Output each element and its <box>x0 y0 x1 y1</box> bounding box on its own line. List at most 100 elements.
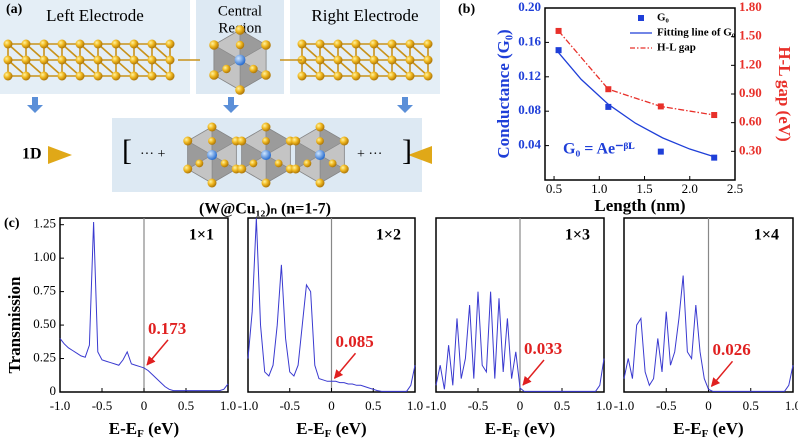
atom <box>183 136 193 146</box>
center-atom <box>206 149 218 161</box>
annotation: 0.173 <box>148 319 186 338</box>
panel-label: (c) <box>4 216 20 231</box>
x-tick-label: 0 <box>705 398 712 413</box>
atom <box>93 55 103 65</box>
central-label: Central <box>218 3 262 19</box>
ellipsis: + ··· <box>357 147 382 162</box>
x-tick-label: 0.5 <box>554 398 570 413</box>
atom <box>129 55 139 65</box>
atom <box>333 71 343 81</box>
atom <box>222 64 231 74</box>
transmission-line <box>435 291 605 392</box>
atom <box>261 122 271 132</box>
x-label-sub: F <box>513 428 520 440</box>
y-tick-label: 0.25 <box>33 350 56 365</box>
annotation-arrow <box>333 352 357 379</box>
atom <box>423 55 433 65</box>
x-tick-label: 1.0 <box>591 181 607 196</box>
lead-triangle <box>48 146 72 164</box>
atom <box>75 71 85 81</box>
x-label-main: E-E <box>296 419 324 438</box>
atom <box>274 159 283 168</box>
x-label-sub: F <box>702 428 709 440</box>
atom <box>57 71 67 81</box>
atom <box>93 71 103 81</box>
annotation-arrow <box>522 359 545 386</box>
atom <box>208 137 216 145</box>
atom <box>75 39 85 49</box>
atom <box>3 71 13 81</box>
series-line <box>558 52 715 158</box>
atom <box>235 40 245 50</box>
atom <box>405 71 415 81</box>
atom <box>339 136 349 146</box>
atom <box>195 159 204 168</box>
atom <box>315 122 325 132</box>
panel-subtitle: 1×1 <box>189 227 214 244</box>
x-tick-label: 1.0 <box>407 398 423 413</box>
atom <box>387 55 397 65</box>
x-tick-label: -0.5 <box>92 398 113 413</box>
x-tick-label: 0.5 <box>365 398 381 413</box>
marker <box>711 112 718 119</box>
atom <box>249 64 258 74</box>
atom <box>369 71 379 81</box>
y-tick-label: 0.50 <box>33 316 56 331</box>
bracket: [ <box>122 134 132 167</box>
y-axis-label: Conductance (G₀) <box>494 29 513 158</box>
x-tick-label: 0.5 <box>178 398 194 413</box>
atom <box>235 85 245 95</box>
x-tick-label: -0.5 <box>468 398 489 413</box>
x-tick-label: -1.0 <box>614 398 635 413</box>
annotation: 0.033 <box>524 339 562 358</box>
y2-tick-label: 1.20 <box>739 56 762 71</box>
center-atom <box>234 54 246 66</box>
atom <box>21 39 31 49</box>
atom <box>207 122 217 132</box>
atom <box>21 71 31 81</box>
atom <box>207 178 217 188</box>
atom <box>21 55 31 65</box>
x-tick-label: 0.5 <box>546 181 562 196</box>
bracket: ] <box>402 134 412 167</box>
x-tick-label: 0 <box>328 398 335 413</box>
x-tick-label: -1.0 <box>50 398 71 413</box>
right-electrode-bg <box>290 0 440 94</box>
atom <box>237 164 247 174</box>
y2-tick-label: 0.30 <box>739 142 762 157</box>
x-tick-label: 0 <box>141 398 148 413</box>
atom <box>147 55 157 65</box>
y2-axis-label: H-L gap (eV) <box>775 46 794 141</box>
y2-tick-label: 0.60 <box>739 114 762 129</box>
y-tick-label: 0.04 <box>518 137 541 152</box>
atom <box>405 55 415 65</box>
atom <box>315 71 325 81</box>
atom <box>249 159 258 168</box>
x-tick-label: 1.0 <box>785 398 798 413</box>
x-tick-label: 1.0 <box>596 398 612 413</box>
legend-marker <box>638 15 644 21</box>
atom <box>39 39 49 49</box>
x-axis-label: Length (nm) <box>594 196 685 215</box>
legend-label: G₀ <box>657 12 670 24</box>
atom <box>303 159 312 168</box>
atom <box>111 71 121 81</box>
panel-a: (a) Left Electrode Central Region Right … <box>0 0 440 218</box>
atom <box>111 39 121 49</box>
atom <box>165 55 175 65</box>
atom <box>262 137 270 145</box>
y2-tick-label: 1.80 <box>739 0 762 14</box>
x-tick-label: -0.5 <box>279 398 300 413</box>
y-tick-label: 1.00 <box>33 249 56 264</box>
annotation-arrow <box>710 360 734 388</box>
atom <box>291 164 301 174</box>
atom <box>209 70 219 80</box>
y-axis-label: Transmission <box>5 276 24 374</box>
x-axis-label: E-EF (eV) <box>109 419 179 440</box>
left-electrode-label: Left Electrode <box>46 6 144 25</box>
legend-label: Fitting line of G₀ <box>657 27 736 39</box>
x-axis-label: E-EF (eV) <box>485 419 555 440</box>
panel-label: (a) <box>6 2 23 17</box>
y-tick-label: 0.08 <box>518 102 541 117</box>
y-tick-label: 0 <box>50 383 57 398</box>
